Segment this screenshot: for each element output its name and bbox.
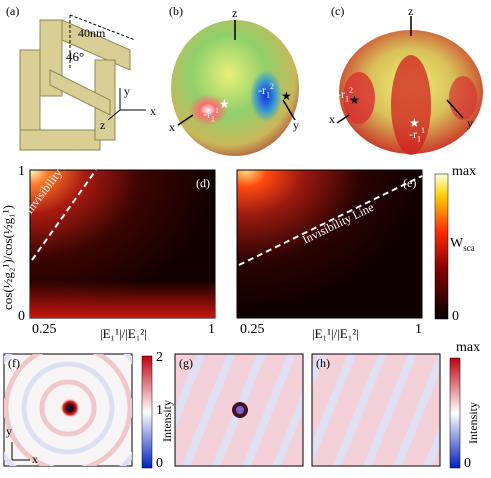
scattering-pattern-b: ★ ★ [171,20,299,156]
panel-a: (a) 40nm 46° y x z [0,0,160,160]
angle-label: 46° [66,49,85,64]
colorbar-wsca-min: 0 [452,309,459,324]
panel-g-label: (g) [179,356,193,370]
colorbar-intensity-f [141,355,153,469]
svg-text:★: ★ [219,97,230,111]
colorbar-f-max: 2 [156,350,163,365]
y-tick-bottom: 0 [18,309,25,324]
colorbar-gh-min: 0 [464,456,471,471]
panel-h-label: (h) [316,356,330,370]
svg-text:★: ★ [349,93,360,107]
dimension-label: 40nm [78,26,106,40]
panel-c-label: (c) [331,4,345,18]
colorbar-wsca-max: max [452,164,477,179]
colorbar-gh-label: Intensity [466,402,480,444]
axis-y-label-f: y [6,424,12,438]
axis-x-label: x [150,104,156,118]
field-map-h [311,353,441,467]
panel-b: (b) ★ ★ z [163,0,313,160]
invisibility-line-d [31,169,97,261]
scattering-pattern-c: ★ ★ [336,16,483,155]
colorbar-wsca-label: Wsca [450,236,475,253]
y-tick-top: 1 [18,164,25,179]
panel-d-label: (d) [196,176,210,190]
panel-e-label: (e) [403,176,417,190]
chiral-structure-illustration [19,14,146,151]
axis-y-label-c: y [467,116,473,130]
panel-b-label: (b) [169,4,183,18]
panel-c: (c) ★ ★ z x y -r12 -r11 [325,0,491,160]
panel-f-label: (f) [8,356,20,370]
colorbar-f-mid: 1 [156,403,163,418]
axis-y-label-b: y [293,118,299,132]
colorbar-f-label: Intensity [160,400,174,442]
y-axis-label-de: cos(½g₂¹)/cos(½g₁¹) [0,205,15,310]
x-tick-e-left: 0.25 [240,322,265,337]
r2-label-b: -r12 [258,82,274,100]
x-tick-d-right: 1 [208,322,215,337]
panel-a-label: (a) [6,4,20,18]
axis-x-label-c: x [329,112,335,126]
x-tick-d-left: 0.25 [32,322,57,337]
axis-z-label: z [100,118,106,132]
axis-x-label-b: x [169,120,175,134]
svg-text:★: ★ [409,116,420,130]
colorbar-f-min: 0 [156,456,163,471]
x-axis-label-d: |E₁¹|/|E₁²| [100,326,147,341]
axis-y-label: y [124,84,130,98]
heatmap-figure-de [29,169,449,320]
heatmap-e [236,169,423,319]
axis-z-label-c: z [408,4,414,18]
axis-z-label-b: z [232,6,238,20]
colorbar-wsca [434,173,449,320]
r1-label-b: -r11 [203,106,219,124]
r2-label-c: -r11 [409,126,425,144]
r1-label-c: -r12 [337,86,353,104]
axis-x-label-f: x [32,452,38,466]
field-maps-fgh [3,353,461,469]
x-tick-e-right: 1 [415,322,422,337]
colorbar-intensity-gh [449,357,461,469]
x-axis-label-e: |E₁¹|/|E₁²| [312,326,359,341]
colorbar-gh-max: max [456,340,481,355]
svg-text:★: ★ [281,89,292,103]
invisibility-line-e [238,175,423,266]
